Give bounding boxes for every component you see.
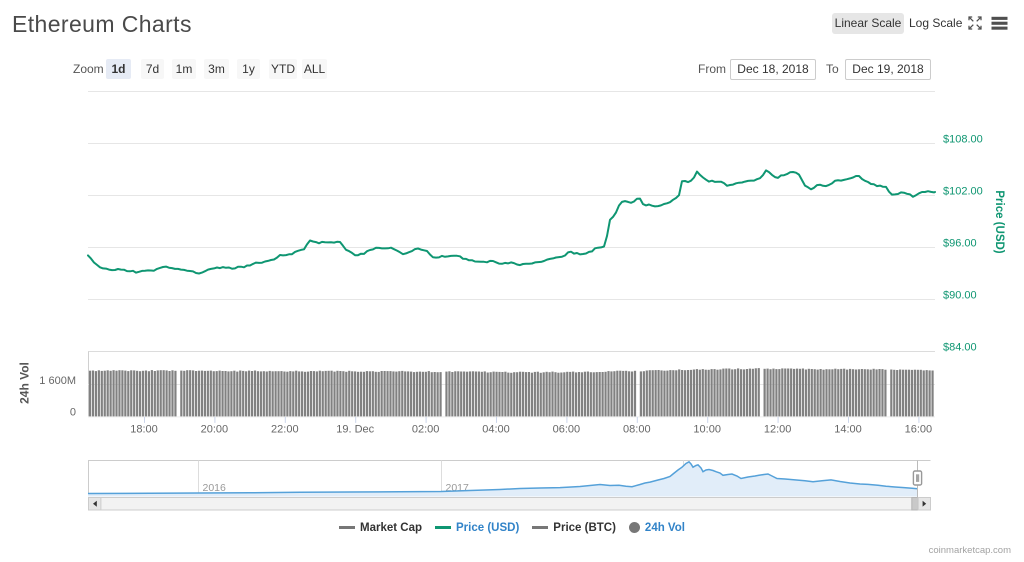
- svg-text:Price (USD): Price (USD): [993, 190, 1005, 253]
- svg-text:10:00: 10:00: [693, 424, 721, 436]
- svg-text:06:00: 06:00: [553, 424, 581, 436]
- svg-text:12:00: 12:00: [764, 424, 792, 436]
- svg-text:14:00: 14:00: [834, 424, 862, 436]
- svg-text:08:00: 08:00: [623, 424, 651, 436]
- svg-text:04:00: 04:00: [482, 424, 510, 436]
- svg-text:$90.00: $90.00: [943, 289, 977, 301]
- svg-text:$108.00: $108.00: [943, 133, 983, 145]
- svg-text:1 600M: 1 600M: [39, 375, 76, 387]
- svg-text:2016: 2016: [203, 482, 227, 494]
- svg-text:$84.00: $84.00: [943, 341, 977, 353]
- svg-text:20:00: 20:00: [201, 424, 229, 436]
- svg-text:24h Vol: 24h Vol: [18, 362, 32, 404]
- svg-text:$96.00: $96.00: [943, 237, 977, 249]
- svg-text:22:00: 22:00: [271, 424, 299, 436]
- svg-text:$102.00: $102.00: [943, 185, 983, 197]
- svg-text:18:00: 18:00: [130, 424, 158, 436]
- svg-text:19. Dec: 19. Dec: [336, 424, 374, 436]
- svg-text:0: 0: [70, 407, 76, 419]
- svg-text:02:00: 02:00: [412, 424, 440, 436]
- svg-text:16:00: 16:00: [905, 424, 933, 436]
